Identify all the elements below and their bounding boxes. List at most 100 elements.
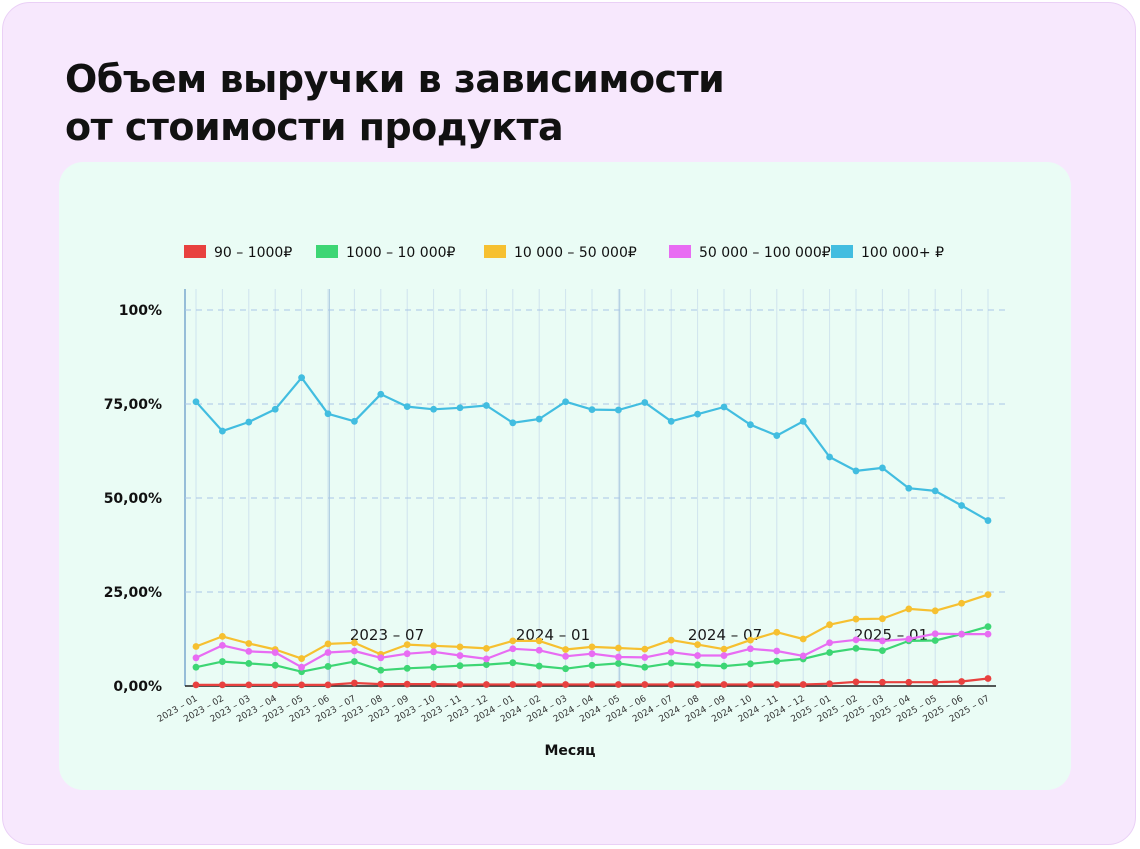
data-point-5 bbox=[615, 406, 622, 414]
data-point-4 bbox=[773, 647, 781, 655]
data-point-2 bbox=[377, 666, 385, 674]
legend-swatch bbox=[669, 245, 691, 258]
data-point-5 bbox=[430, 405, 437, 413]
data-point-5 bbox=[245, 418, 253, 426]
data-point-5 bbox=[377, 390, 385, 398]
legend-label: 50 000 – 100 000₽ bbox=[699, 245, 831, 261]
period-annotation: 2024 – 01 bbox=[516, 626, 590, 644]
data-point-2 bbox=[773, 657, 781, 665]
data-point-4 bbox=[905, 635, 913, 643]
data-point-5 bbox=[298, 374, 305, 382]
data-point-3 bbox=[905, 605, 913, 613]
data-point-4 bbox=[958, 630, 965, 638]
data-point-4 bbox=[667, 648, 675, 656]
data-point-3 bbox=[456, 643, 464, 651]
data-point-1 bbox=[667, 681, 675, 688]
data-point-1 bbox=[747, 681, 754, 688]
data-point-4 bbox=[192, 654, 200, 662]
data-point-3 bbox=[852, 615, 860, 623]
data-point-5 bbox=[456, 404, 464, 412]
data-point-3 bbox=[747, 636, 754, 644]
data-point-3 bbox=[615, 644, 622, 652]
legend-label: 1000 – 10 000₽ bbox=[346, 245, 456, 261]
data-point-1 bbox=[799, 681, 807, 688]
data-point-5 bbox=[879, 464, 886, 472]
data-point-4 bbox=[298, 663, 305, 671]
data-point-5 bbox=[799, 417, 807, 425]
data-point-4 bbox=[351, 647, 358, 655]
data-point-4 bbox=[271, 649, 279, 656]
data-point-3 bbox=[430, 642, 437, 650]
data-point-5 bbox=[483, 402, 490, 409]
data-point-3 bbox=[879, 615, 886, 623]
y-tick-label: 0,00% bbox=[113, 679, 162, 695]
data-point-4 bbox=[641, 654, 649, 661]
data-point-4 bbox=[456, 652, 464, 659]
data-point-3 bbox=[667, 636, 675, 644]
data-point-5 bbox=[403, 403, 411, 411]
chart-title-line-1: Объем выручки в зависимости bbox=[65, 57, 725, 101]
data-point-2 bbox=[667, 659, 675, 667]
data-point-1 bbox=[720, 681, 728, 688]
data-point-2 bbox=[984, 623, 992, 630]
data-point-1 bbox=[509, 681, 517, 688]
data-point-2 bbox=[641, 663, 649, 671]
data-point-5 bbox=[324, 410, 332, 418]
data-point-4 bbox=[747, 645, 754, 653]
data-point-2 bbox=[245, 660, 253, 667]
data-point-2 bbox=[852, 645, 860, 652]
data-point-1 bbox=[562, 681, 569, 688]
data-point-5 bbox=[984, 517, 992, 524]
data-point-5 bbox=[931, 487, 939, 495]
data-point-4 bbox=[879, 637, 886, 645]
data-point-1 bbox=[588, 681, 596, 688]
data-point-2 bbox=[351, 658, 358, 665]
data-point-3 bbox=[641, 645, 649, 653]
data-point-3 bbox=[958, 599, 965, 607]
data-point-2 bbox=[535, 662, 543, 670]
data-point-2 bbox=[324, 663, 332, 670]
data-point-2 bbox=[509, 659, 517, 667]
data-point-5 bbox=[667, 417, 675, 425]
data-point-1 bbox=[192, 681, 200, 689]
data-point-5 bbox=[694, 410, 701, 418]
data-point-5 bbox=[535, 415, 543, 423]
data-point-1 bbox=[483, 681, 490, 688]
data-point-2 bbox=[694, 661, 701, 669]
data-point-2 bbox=[879, 647, 886, 655]
data-point-5 bbox=[773, 432, 781, 439]
data-point-2 bbox=[747, 660, 754, 668]
data-point-3 bbox=[403, 641, 411, 649]
data-point-2 bbox=[430, 663, 437, 671]
data-point-5 bbox=[192, 398, 200, 406]
data-point-1 bbox=[984, 675, 992, 682]
data-point-3 bbox=[720, 645, 728, 653]
data-point-3 bbox=[588, 643, 596, 651]
data-point-2 bbox=[588, 661, 596, 669]
data-point-5 bbox=[271, 405, 279, 413]
data-point-3 bbox=[192, 643, 200, 650]
data-point-5 bbox=[588, 406, 596, 414]
legend-swatch bbox=[184, 245, 206, 258]
data-point-3 bbox=[298, 655, 305, 662]
data-point-1 bbox=[826, 680, 833, 688]
data-point-4 bbox=[562, 652, 569, 660]
data-point-5 bbox=[826, 453, 833, 461]
data-point-1 bbox=[271, 681, 279, 689]
data-point-2 bbox=[192, 663, 200, 671]
legend-swatch bbox=[831, 245, 853, 258]
data-point-2 bbox=[562, 665, 569, 673]
data-point-5 bbox=[852, 467, 860, 475]
data-point-4 bbox=[852, 636, 860, 644]
data-point-5 bbox=[641, 399, 649, 406]
chart-title-line-2: от стоимости продукта bbox=[65, 105, 564, 149]
period-annotation: 2023 – 07 bbox=[350, 626, 424, 644]
data-point-5 bbox=[562, 398, 569, 406]
data-point-3 bbox=[826, 621, 833, 629]
data-point-1 bbox=[931, 678, 939, 686]
data-point-2 bbox=[403, 664, 411, 672]
data-point-1 bbox=[324, 681, 332, 689]
data-point-5 bbox=[219, 427, 226, 435]
legend-label: 10 000 – 50 000₽ bbox=[514, 245, 637, 261]
data-point-4 bbox=[588, 650, 596, 658]
